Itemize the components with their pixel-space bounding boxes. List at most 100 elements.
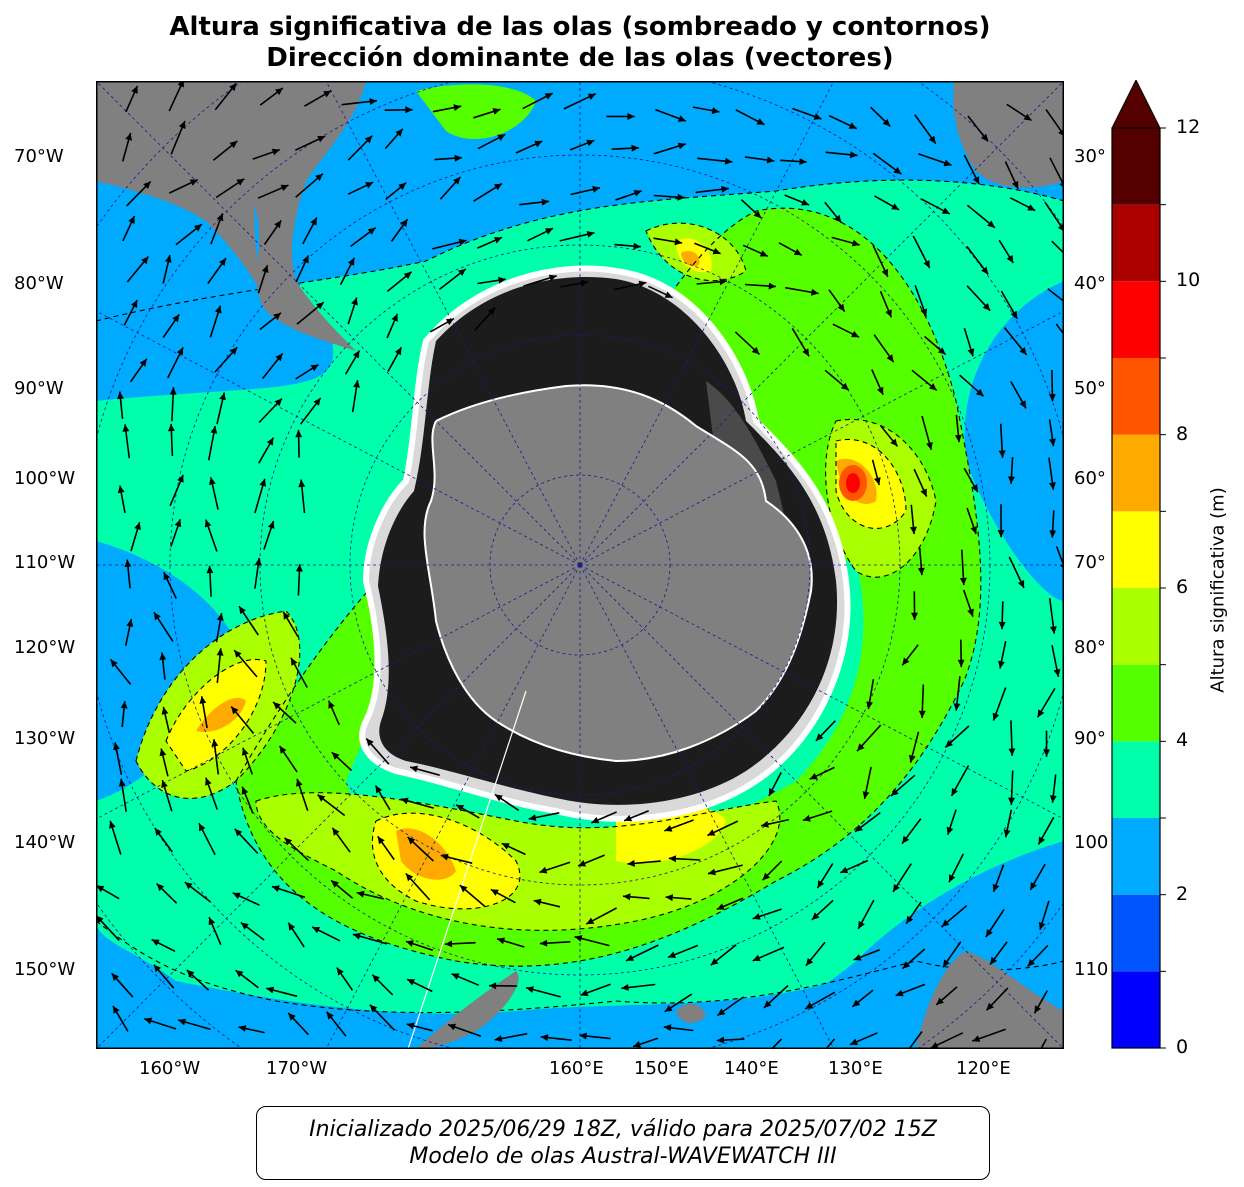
wave-vector-head	[377, 836, 385, 845]
wave-vector-head	[930, 1042, 939, 1049]
wave-vector-head	[902, 657, 910, 666]
wave-vector-head	[1006, 255, 1014, 263]
wave-vector-head	[626, 954, 634, 961]
wave-vector-head	[902, 961, 911, 969]
wave-vector-head	[534, 140, 543, 148]
wave-vector-head	[235, 970, 244, 978]
wave-vector-head	[291, 657, 298, 666]
wave-vector-head	[302, 255, 309, 264]
wave-vector-head	[710, 958, 719, 966]
wave-vector-head	[677, 193, 685, 201]
wave-vector-head	[893, 167, 902, 175]
wave-vector-head	[929, 383, 937, 391]
wave-vector-head	[405, 873, 414, 882]
wave-vector-head	[1049, 482, 1056, 490]
wave-vector-shaft	[1051, 240, 1064, 255]
wave-vector-head	[708, 868, 716, 876]
wave-vector-head	[592, 186, 600, 193]
wave-vector-head	[242, 747, 249, 756]
wave-vector-head	[494, 183, 502, 191]
wave-vector-head	[997, 530, 1005, 538]
wave-vector-head	[240, 922, 249, 930]
wave-vector-head	[724, 157, 733, 165]
wave-vector-head	[1037, 709, 1045, 718]
wave-vector-head	[204, 519, 212, 528]
wave-vector-head	[799, 158, 807, 165]
wave-vector-head	[674, 238, 683, 246]
wave-vector-head	[721, 185, 729, 193]
wave-vector-head	[210, 426, 218, 434]
wave-vector-head	[1053, 669, 1061, 677]
colorbar-tick-label: 2	[1176, 882, 1189, 905]
wave-vector-head	[849, 151, 858, 159]
wave-vector-head	[923, 260, 930, 269]
wave-vector-head	[893, 884, 900, 892]
wave-vector-head	[857, 743, 865, 752]
wave-vector-head	[211, 739, 219, 747]
wave-vector-head	[1049, 530, 1057, 538]
wave-vector-head	[1019, 400, 1026, 409]
wave-vector-head	[234, 828, 243, 837]
wave-vector-head	[1017, 580, 1025, 588]
wave-vector-head	[959, 577, 967, 586]
wave-vector-head	[664, 825, 673, 832]
lon-label-bottom-2: 160°E	[549, 1058, 604, 1079]
wave-vector-head	[917, 567, 925, 576]
wave-band-4-5-top-blob	[416, 84, 536, 140]
map-frame	[96, 81, 1064, 1049]
wave-vector-head	[834, 214, 842, 223]
wave-vector-head	[1010, 310, 1018, 319]
wave-vector-head	[295, 564, 303, 572]
wave-vector-head	[895, 989, 904, 997]
wave-vector-head	[312, 927, 321, 934]
wave-vector-head	[458, 238, 467, 246]
wave-vector-head	[587, 93, 596, 100]
wave-vector-head	[451, 973, 460, 980]
footer-box: Inicializado 2025/06/29 18Z, válido para…	[256, 1106, 990, 1180]
wave-vector-head	[711, 107, 720, 115]
wave-vector-head	[219, 258, 226, 266]
wave-vector-head	[284, 837, 293, 846]
wave-vector-head	[153, 964, 162, 973]
wave-vector-head	[174, 519, 182, 528]
wave-vector-head	[998, 621, 1006, 630]
wave-vector-head	[111, 973, 119, 981]
wave-vector-head	[1027, 204, 1036, 211]
wave-vector-head	[395, 128, 403, 137]
wave-vector-head	[719, 278, 727, 286]
wave-vector-head	[313, 398, 321, 406]
wave-vector-head	[118, 778, 126, 787]
wave-vector-head	[762, 872, 770, 881]
wave-vector-head	[288, 922, 296, 931]
wave-vector-head	[624, 814, 633, 822]
wave-vector-head	[528, 814, 537, 821]
lat-label-left-7: 140°W	[14, 832, 76, 853]
wave-vector-head	[130, 300, 138, 308]
wave-vector-head	[906, 915, 914, 924]
wave-vector-head	[494, 794, 503, 802]
wave-vector-head	[159, 748, 167, 757]
wave-vector-head	[400, 797, 409, 805]
lat-label-right-3: 60°	[1074, 468, 1106, 489]
wave-vector-head	[858, 920, 865, 929]
colorbar-cell-11	[1112, 128, 1160, 205]
wave-vector-head	[216, 648, 224, 656]
wave-vector-head	[332, 827, 340, 836]
wave-vector-head	[580, 989, 589, 997]
wave-vector-head	[369, 98, 377, 105]
lon-label-bottom-5: 130°E	[828, 1058, 883, 1079]
wave-vector-head	[953, 703, 961, 711]
wave-vector-head	[1043, 749, 1050, 757]
wave-vector-head	[310, 364, 319, 372]
wave-vector-shaft	[1055, 323, 1064, 336]
wave-vector-head	[972, 1035, 981, 1042]
wave-vector-head	[990, 956, 998, 965]
wave-vector-head	[890, 438, 898, 447]
wave-vector-head	[331, 880, 339, 888]
wave-vector-head	[578, 860, 587, 867]
wave-vector-head	[279, 745, 287, 754]
wave-vector-head	[1008, 476, 1015, 484]
wave-vector-head	[501, 843, 510, 850]
wave-vector-head	[851, 330, 860, 338]
wave-vector-head	[128, 215, 135, 224]
